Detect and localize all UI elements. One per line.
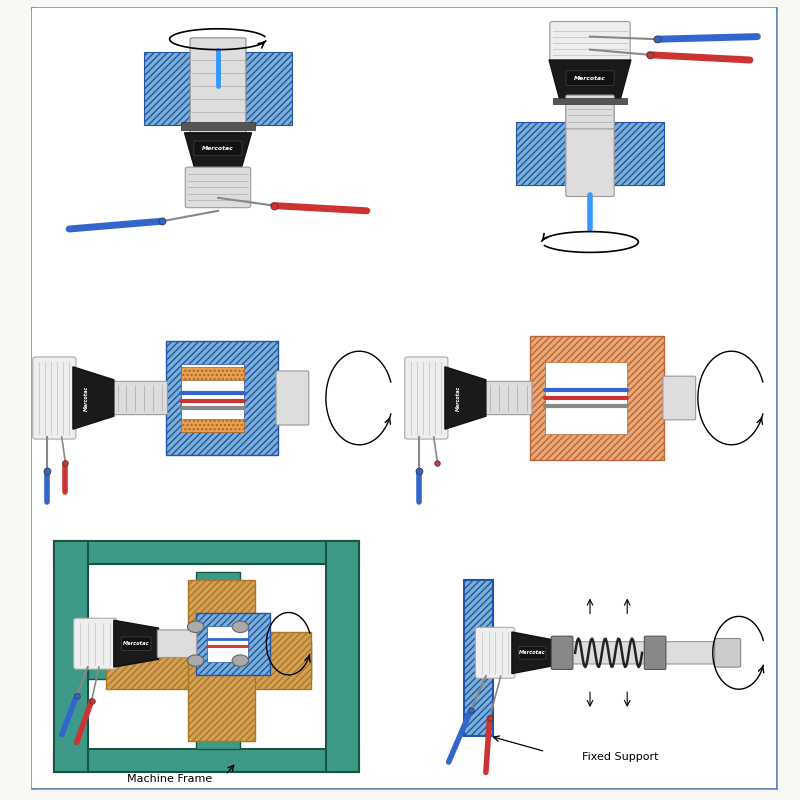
FancyBboxPatch shape: [194, 141, 242, 156]
Polygon shape: [185, 133, 251, 172]
FancyBboxPatch shape: [566, 71, 614, 86]
Text: Top mount with
conductive shaft.: Top mount with conductive shaft.: [539, 253, 641, 281]
FancyBboxPatch shape: [112, 382, 167, 414]
Polygon shape: [73, 366, 114, 429]
Bar: [188, 580, 255, 741]
FancyBboxPatch shape: [552, 642, 729, 664]
Circle shape: [232, 621, 249, 633]
Polygon shape: [549, 60, 631, 102]
FancyBboxPatch shape: [181, 364, 244, 432]
Circle shape: [187, 655, 204, 666]
Text: Fixed Support: Fixed Support: [582, 752, 658, 762]
FancyBboxPatch shape: [551, 636, 573, 670]
Text: Mercotac: Mercotac: [83, 386, 89, 410]
Bar: [609, 122, 665, 185]
Text: Horizontal mount with thermal: Horizontal mount with thermal: [499, 520, 681, 533]
Text: Bottom mount with
conductive shaft.: Bottom mount with conductive shaft.: [161, 253, 275, 281]
FancyBboxPatch shape: [276, 371, 309, 425]
FancyBboxPatch shape: [553, 98, 627, 104]
Text: Mercotac: Mercotac: [519, 650, 546, 655]
Circle shape: [232, 655, 249, 666]
FancyBboxPatch shape: [644, 636, 666, 670]
FancyBboxPatch shape: [663, 376, 696, 420]
Bar: [181, 419, 244, 432]
Text: Mercotac: Mercotac: [123, 642, 150, 646]
FancyBboxPatch shape: [475, 627, 515, 678]
FancyBboxPatch shape: [546, 362, 627, 434]
Bar: [106, 632, 311, 689]
Text: Mercotac: Mercotac: [455, 386, 461, 410]
FancyBboxPatch shape: [190, 38, 246, 134]
Bar: [54, 749, 359, 773]
FancyBboxPatch shape: [566, 106, 614, 197]
FancyBboxPatch shape: [714, 638, 741, 667]
Bar: [181, 366, 244, 380]
FancyBboxPatch shape: [566, 95, 614, 129]
Bar: [144, 52, 203, 125]
FancyBboxPatch shape: [158, 630, 197, 658]
FancyBboxPatch shape: [405, 357, 448, 439]
Bar: [516, 122, 571, 185]
Circle shape: [187, 621, 204, 633]
Bar: [326, 541, 359, 773]
Bar: [54, 541, 359, 565]
Bar: [54, 541, 88, 773]
FancyBboxPatch shape: [122, 637, 151, 650]
FancyBboxPatch shape: [33, 357, 76, 439]
Text: Protective housing mount with insulated shaft.: Protective housing mount with insulated …: [80, 762, 356, 775]
FancyBboxPatch shape: [181, 122, 255, 130]
Text: Mercotac: Mercotac: [574, 76, 606, 81]
Bar: [196, 613, 270, 675]
Bar: [463, 580, 494, 736]
Bar: [88, 642, 311, 678]
Text: Vibration isolating mount.: Vibration isolating mount.: [513, 762, 667, 775]
Bar: [196, 572, 240, 749]
Bar: [166, 341, 278, 455]
FancyBboxPatch shape: [518, 646, 546, 659]
FancyBboxPatch shape: [186, 167, 250, 208]
FancyBboxPatch shape: [484, 382, 532, 414]
Bar: [233, 52, 293, 125]
FancyBboxPatch shape: [207, 626, 248, 662]
Text: Mercotac: Mercotac: [202, 146, 234, 151]
Polygon shape: [114, 620, 158, 667]
FancyBboxPatch shape: [550, 22, 630, 62]
FancyBboxPatch shape: [74, 618, 117, 669]
Polygon shape: [512, 632, 553, 674]
Bar: [530, 336, 664, 460]
Text: Horizontal mount with electrically: Horizontal mount with electrically: [118, 520, 318, 533]
Polygon shape: [445, 366, 486, 429]
Text: Machine Frame: Machine Frame: [127, 774, 212, 784]
